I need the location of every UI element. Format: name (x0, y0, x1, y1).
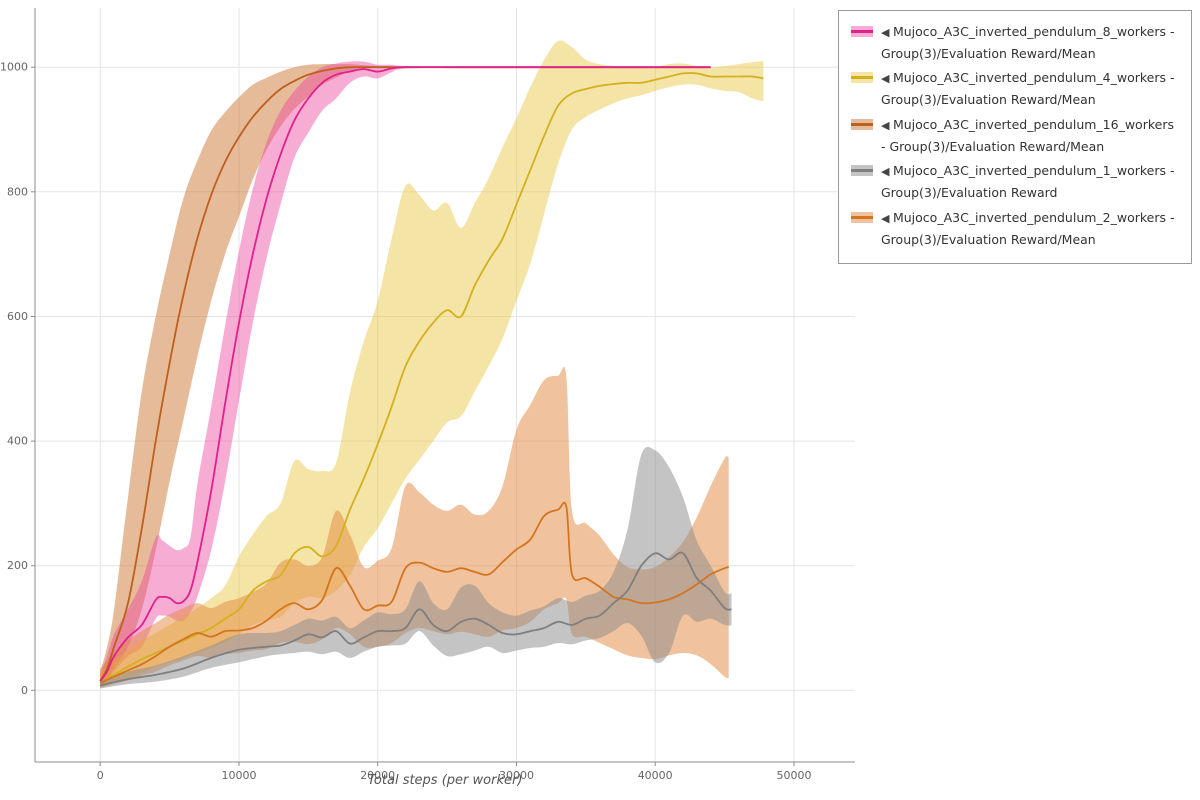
legend-item-label: ◀ Mujoco_A3C_inverted_pendulum_16_worker… (881, 116, 1174, 154)
collapse-triangle-icon: ◀ (881, 72, 893, 86)
x-axis-label: Total steps (per worker) (367, 773, 523, 788)
y-tick-label: 400 (7, 435, 28, 448)
series-color-swatch (851, 26, 873, 37)
x-tick-label: 10000 (222, 769, 257, 782)
legend-item-label: ◀ Mujoco_A3C_inverted_pendulum_4_workers… (881, 70, 1175, 108)
legend-item[interactable]: ◀ Mujoco_A3C_inverted_pendulum_8_workers… (851, 21, 1179, 64)
x-tick-label: 40000 (638, 769, 673, 782)
legend-item[interactable]: ◀ Mujoco_A3C_inverted_pendulum_2_workers… (851, 207, 1179, 250)
series-line[interactable] (99, 66, 711, 682)
series-band (100, 446, 732, 689)
legend-item-label: ◀ Mujoco_A3C_inverted_pendulum_2_workers… (881, 209, 1175, 247)
legend: ◀ Mujoco_A3C_inverted_pendulum_8_workers… (838, 10, 1192, 265)
x-tick-label: 50000 (777, 769, 812, 782)
series-line-sample (851, 169, 873, 173)
series-color-swatch (851, 72, 873, 84)
y-tick-label: 1000 (0, 61, 28, 74)
legend-item[interactable]: ◀ Mujoco_A3C_inverted_pendulum_1_workers… (851, 160, 1179, 203)
collapse-triangle-icon: ◀ (881, 211, 893, 225)
collapse-triangle-icon: ◀ (881, 118, 893, 132)
x-tick-label: 20000 (360, 769, 395, 782)
x-tick-label: 30000 (499, 769, 534, 782)
series-line[interactable] (99, 501, 729, 684)
legend-item[interactable]: ◀ Mujoco_A3C_inverted_pendulum_16_worker… (851, 114, 1179, 157)
x-tick-label: 0 (97, 769, 104, 782)
series-line[interactable] (99, 72, 764, 684)
series-line-sample (851, 215, 873, 219)
y-tick-label: 0 (21, 684, 28, 697)
series-line-sample (851, 76, 873, 80)
series-line-sample (851, 30, 873, 33)
series-band (100, 40, 764, 688)
legend-item-label: ◀ Mujoco_A3C_inverted_pendulum_8_workers… (881, 24, 1175, 61)
series-color-swatch (851, 211, 873, 223)
legend-item[interactable]: ◀ Mujoco_A3C_inverted_pendulum_4_workers… (851, 67, 1179, 110)
y-tick-label: 200 (7, 559, 28, 572)
series-color-swatch (851, 165, 873, 177)
series-band (100, 61, 711, 688)
series-color-swatch (851, 118, 873, 130)
y-tick-label: 600 (7, 310, 28, 323)
y-tick-label: 800 (7, 185, 28, 198)
series-line-sample (851, 122, 873, 126)
collapse-triangle-icon: ◀ (881, 165, 893, 179)
series-line[interactable] (99, 551, 732, 687)
legend-item-label: ◀ Mujoco_A3C_inverted_pendulum_1_workers… (881, 163, 1175, 201)
collapse-triangle-icon: ◀ (881, 26, 893, 39)
